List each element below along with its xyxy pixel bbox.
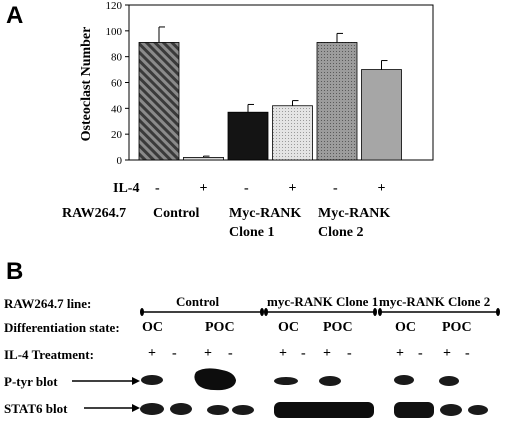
bar xyxy=(138,42,180,161)
ptyr-band xyxy=(274,377,298,385)
state-poc-clone2: POC xyxy=(442,320,472,335)
stat6-band xyxy=(440,404,462,416)
stat6-band xyxy=(170,403,192,415)
y-tick-label: 80 xyxy=(111,52,123,64)
stat6-blot-label: STAT6 blot xyxy=(4,401,68,416)
il4-mark: - xyxy=(155,181,160,196)
bar xyxy=(183,157,224,161)
stat6-bands xyxy=(140,402,488,418)
group-name-clone2: myc-RANK Clone 2 xyxy=(379,294,491,309)
group-label-clone2-line2: Clone 2 xyxy=(318,225,364,240)
il4-mark: - xyxy=(244,181,249,196)
state-poc-clone1: POC xyxy=(323,320,353,335)
group-name-clone1: myc-RANK Clone 1 xyxy=(267,294,379,309)
treatment-mark: - xyxy=(301,346,306,361)
y-tick-label: 40 xyxy=(111,103,123,115)
state-oc-clone2: OC xyxy=(395,320,416,335)
span-clone2 xyxy=(378,308,500,316)
stat6-arrow-head xyxy=(132,404,140,412)
ptyr-arrow-head xyxy=(132,377,140,385)
osteoclast-bar-chart: Osteoclast Number 0 20 40 60 80 100 120 xyxy=(79,0,434,167)
ptyr-bands xyxy=(141,368,459,391)
bar xyxy=(361,69,402,161)
group-label-control: Control xyxy=(153,206,200,221)
y-tick-label: 120 xyxy=(106,0,123,12)
ptyr-band xyxy=(394,375,414,385)
stat6-band xyxy=(394,402,434,418)
state-oc-control: OC xyxy=(142,320,163,335)
treatment-mark: + xyxy=(279,346,287,361)
y-tick-label: 0 xyxy=(117,155,123,167)
treatment-mark: + xyxy=(148,346,156,361)
ptyr-band xyxy=(439,376,459,386)
treatment-mark: - xyxy=(465,346,470,361)
group-label-clone1-line1: Myc-RANK xyxy=(229,206,302,221)
ptyr-band xyxy=(319,376,341,386)
y-tick-label: 20 xyxy=(111,129,123,141)
y-tick-label: 60 xyxy=(111,78,123,90)
treatment-mark: - xyxy=(347,346,352,361)
il4-mark: + xyxy=(199,181,208,196)
ptyr-blot-label: P-tyr blot xyxy=(4,374,58,389)
il4-mark: - xyxy=(333,181,338,196)
y-axis-ticks: 0 20 40 60 80 100 120 xyxy=(106,0,129,167)
bar xyxy=(227,111,269,161)
bar xyxy=(272,105,313,161)
ptyr-band xyxy=(194,368,236,391)
state-oc-clone1: OC xyxy=(278,320,299,335)
il4-row-label: IL-4 xyxy=(113,181,140,196)
bars-group xyxy=(138,26,402,161)
span-clone1 xyxy=(264,308,377,316)
stat6-band xyxy=(274,402,374,418)
treatment-mark: + xyxy=(443,346,451,361)
blot-diagram xyxy=(72,308,500,418)
treatment-mark: - xyxy=(228,346,233,361)
group-name-control: Control xyxy=(176,294,220,309)
panel-a-letter: A xyxy=(6,2,24,29)
treatment-mark: + xyxy=(323,346,331,361)
treatment-mark: + xyxy=(396,346,404,361)
group-label-clone1-line2: Clone 1 xyxy=(229,225,275,240)
bar xyxy=(316,42,358,161)
y-tick-label: 100 xyxy=(106,26,123,38)
differentiation-label: Differentiation state: xyxy=(4,320,120,335)
stat6-band xyxy=(140,403,164,415)
state-poc-control: POC xyxy=(205,320,235,335)
il4-mark: + xyxy=(377,181,386,196)
panel-b-letter: B xyxy=(6,258,24,285)
treatment-mark: - xyxy=(172,346,177,361)
y-axis-label: Osteoclast Number xyxy=(79,27,94,142)
stat6-band xyxy=(207,405,229,415)
group-label-clone2-line1: Myc-RANK xyxy=(318,206,391,221)
treatment-mark: - xyxy=(418,346,423,361)
span-control xyxy=(140,308,264,316)
il4-treatment-label: IL-4 Treatment: xyxy=(4,347,94,362)
raw-row-label: RAW264.7 xyxy=(62,206,127,221)
il4-mark: + xyxy=(288,181,297,196)
stat6-band xyxy=(468,405,488,415)
raw-line-label: RAW264.7 line: xyxy=(4,296,92,311)
stat6-band xyxy=(232,405,254,415)
ptyr-band xyxy=(141,375,163,385)
treatment-mark: + xyxy=(204,346,212,361)
